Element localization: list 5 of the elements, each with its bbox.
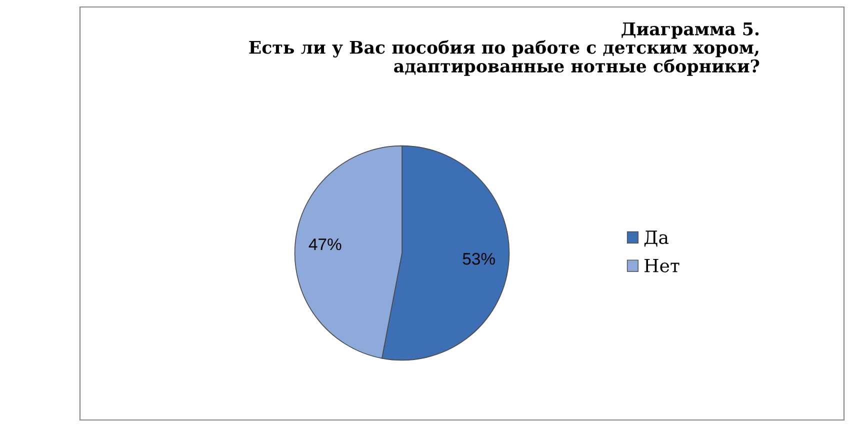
data-label: 47% (308, 238, 342, 250)
data-label: 53% (462, 252, 495, 265)
legend-label: Да (644, 230, 668, 247)
legend-label: Нет (644, 258, 680, 272)
chart-title: Диаграмма 5. Есть ли у Вас пособия по работе с детским хором, адаптированные нотные сборники? (249, 22, 760, 76)
